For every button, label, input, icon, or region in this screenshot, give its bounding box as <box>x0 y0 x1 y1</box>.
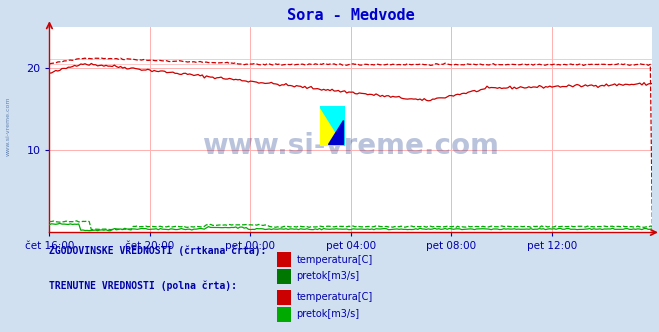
Text: temperatura[C]: temperatura[C] <box>297 292 373 302</box>
Text: TRENUTNE VREDNOSTI (polna črta):: TRENUTNE VREDNOSTI (polna črta): <box>49 281 237 291</box>
Text: pretok[m3/s]: pretok[m3/s] <box>297 309 360 319</box>
Polygon shape <box>320 106 345 146</box>
Title: Sora - Medvode: Sora - Medvode <box>287 8 415 23</box>
Text: pretok[m3/s]: pretok[m3/s] <box>297 271 360 281</box>
Polygon shape <box>320 106 345 146</box>
Text: www.si-vreme.com: www.si-vreme.com <box>5 96 11 156</box>
Text: www.si-vreme.com: www.si-vreme.com <box>202 132 500 160</box>
Text: temperatura[C]: temperatura[C] <box>297 255 373 265</box>
Text: ZGODOVINSKE VREDNOSTI (črtkana črta):: ZGODOVINSKE VREDNOSTI (črtkana črta): <box>49 246 267 256</box>
Polygon shape <box>328 120 343 144</box>
